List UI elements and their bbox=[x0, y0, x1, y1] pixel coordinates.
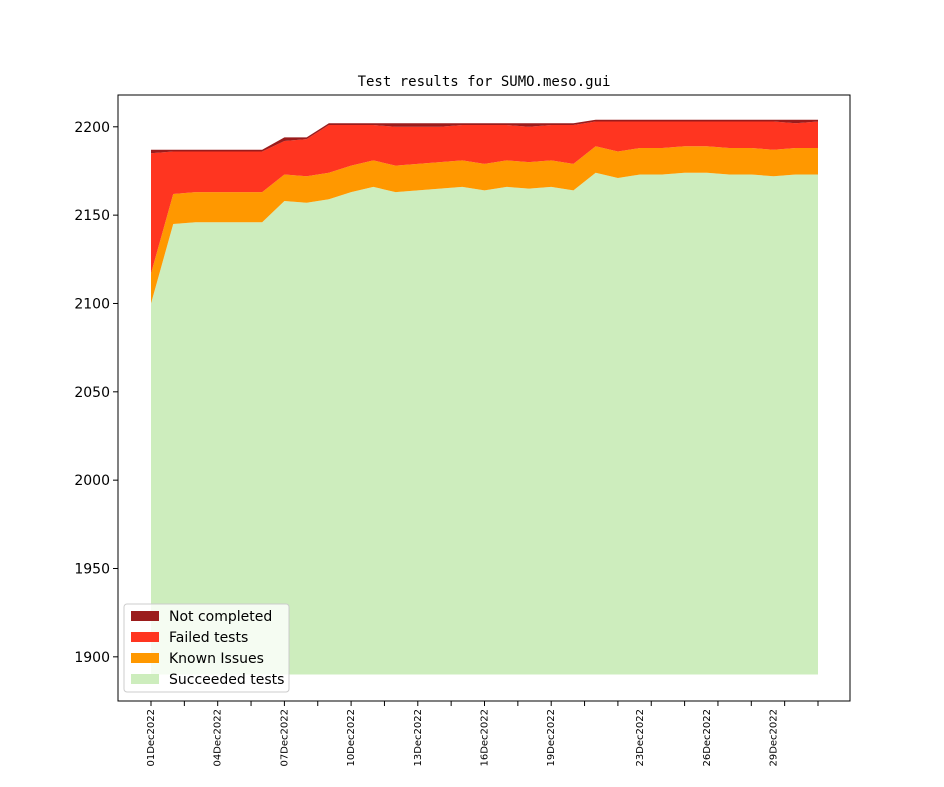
y-tick-label: 2000 bbox=[74, 473, 110, 489]
x-tick-label: 04Dec2022 bbox=[213, 709, 224, 767]
legend-swatch bbox=[131, 653, 159, 663]
y-tick-label: 2050 bbox=[74, 385, 110, 401]
x-tick-label: 19Dec2022 bbox=[546, 709, 557, 767]
x-tick-label: 01Dec2022 bbox=[146, 709, 157, 767]
x-tick-label: 10Dec2022 bbox=[346, 709, 357, 767]
x-tick-label: 26Dec2022 bbox=[702, 709, 713, 767]
x-tick-label: 07Dec2022 bbox=[279, 709, 290, 767]
area-series-group bbox=[151, 119, 818, 675]
legend-swatch bbox=[131, 632, 159, 642]
area-succeeded-tests bbox=[151, 172, 818, 675]
area-not-completed bbox=[151, 119, 818, 154]
area-failed-tests bbox=[151, 121, 818, 274]
legend-label: Known Issues bbox=[169, 651, 264, 667]
legend-label: Not completed bbox=[169, 609, 272, 625]
legend-swatch bbox=[131, 611, 159, 621]
chart-title: Test results for SUMO.meso.gui bbox=[358, 74, 611, 90]
y-tick-label: 2150 bbox=[74, 208, 110, 224]
y-tick-label: 1950 bbox=[74, 561, 110, 577]
legend-box bbox=[123, 603, 290, 693]
y-tick-label: 2200 bbox=[74, 120, 110, 136]
legend-swatch bbox=[131, 674, 159, 684]
x-tick-label: 29Dec2022 bbox=[769, 709, 780, 767]
x-tick-label: 16Dec2022 bbox=[480, 709, 491, 767]
x-tick-label: 23Dec2022 bbox=[635, 709, 646, 767]
area-known-issues bbox=[151, 146, 818, 304]
legend-label: Failed tests bbox=[169, 630, 248, 646]
y-tick-label: 2100 bbox=[74, 296, 110, 312]
y-tick-label: 1900 bbox=[74, 650, 110, 666]
legend-label: Succeeded tests bbox=[169, 672, 284, 688]
x-tick-label: 13Dec2022 bbox=[413, 709, 424, 767]
legend: Not completed Failed tests Known Issues Suc… bbox=[123, 603, 290, 693]
y-axis: 1900 1950 2000 2050 2100 2150 2200 bbox=[74, 120, 118, 666]
x-axis: 01Dec2022 04Dec2022 07Dec2022 10Dec2022 13De… bbox=[146, 701, 819, 767]
